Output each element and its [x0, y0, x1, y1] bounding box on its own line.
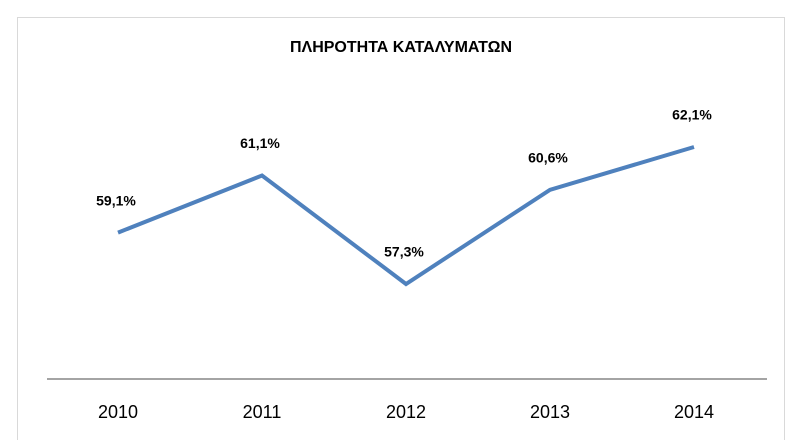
- x-tick-label: 2010: [98, 402, 138, 422]
- data-label: 57,3%: [384, 244, 424, 260]
- data-label: 59,1%: [96, 192, 136, 208]
- data-label: 60,6%: [528, 150, 568, 166]
- x-tick-label: 2012: [386, 402, 426, 422]
- line: [117, 145, 695, 287]
- x-tick-label: 2014: [674, 402, 714, 422]
- x-tick-label: 2013: [530, 402, 570, 422]
- chart-title: ΠΛΗΡΟΤΗΤΑ ΚΑΤΑΛΥΜΑΤΩΝ: [290, 39, 512, 56]
- x-tick-label: 2011: [243, 402, 282, 422]
- chart-border: [17, 17, 785, 440]
- data-label: 62,1%: [672, 107, 712, 123]
- data-label: 61,1%: [240, 135, 280, 151]
